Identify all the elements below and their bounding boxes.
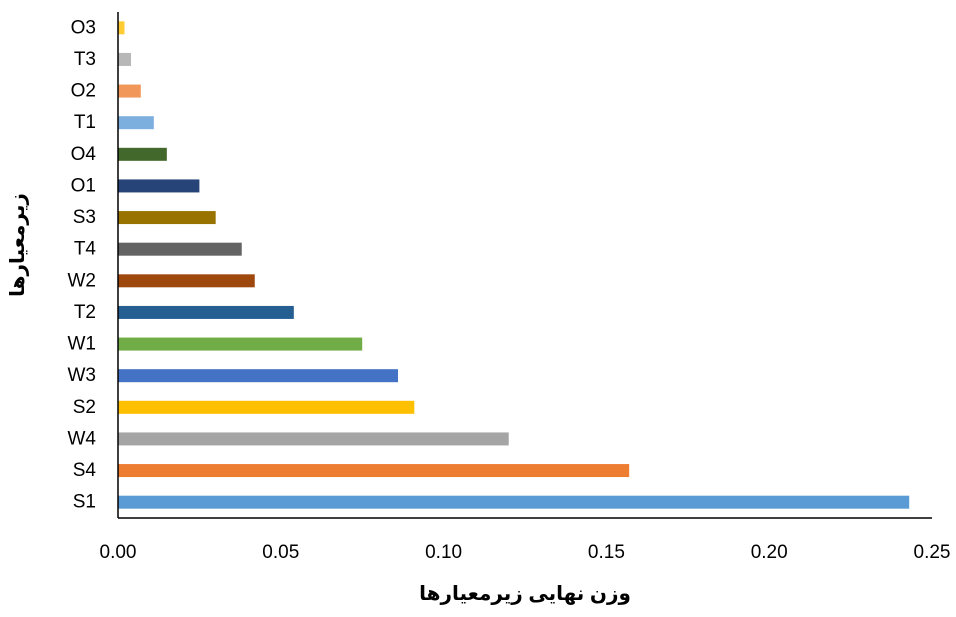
x-tick-label: 0.05: [262, 542, 299, 563]
bar-t1: [118, 116, 154, 130]
category-label-t3: T3: [74, 49, 96, 70]
bar-w1: [118, 337, 363, 351]
bar-s1: [118, 495, 910, 509]
category-label-w1: W1: [68, 334, 97, 355]
category-label-o1: O1: [71, 175, 96, 196]
x-tick-label: 0.00: [100, 542, 137, 563]
x-tick-label: 0.15: [588, 542, 625, 563]
bar-o2: [118, 84, 141, 98]
category-label-o4: O4: [71, 144, 97, 165]
category-label-o3: O3: [71, 17, 96, 38]
x-tick-labels: 0.00 0.05 0.10 0.15 0.20 0.25: [100, 542, 951, 563]
bar-s4: [118, 464, 630, 478]
category-labels: S1 S4 W4 S2 W3 W1 T2 W2 T4 S3 O1 O4 T1 O2 T3 O3: [68, 17, 97, 512]
bar-s2: [118, 400, 415, 414]
bar-o1: [118, 179, 200, 193]
bar-w4: [118, 432, 509, 446]
category-label-o2: O2: [71, 81, 96, 102]
category-label-w4: W4: [68, 428, 97, 449]
category-label-s2: S2: [73, 397, 96, 418]
x-tick-label: 0.10: [425, 542, 462, 563]
category-label-s3: S3: [73, 207, 96, 228]
category-label-t1: T1: [74, 112, 96, 133]
bar-o3: [118, 21, 125, 35]
category-label-t4: T4: [74, 239, 97, 260]
bar-t3: [118, 52, 132, 66]
x-tick-label: 0.25: [914, 542, 951, 563]
bars-layer: [118, 21, 910, 509]
bar-t4: [118, 242, 242, 256]
category-label-w2: W2: [68, 270, 97, 291]
bar-w2: [118, 274, 255, 288]
bar-o4: [118, 147, 167, 161]
category-label-s4: S4: [73, 460, 97, 481]
x-tick-label: 0.20: [751, 542, 788, 563]
category-label-w3: W3: [68, 365, 97, 386]
bar-t2: [118, 305, 294, 319]
bar-w3: [118, 369, 399, 383]
category-label-t2: T2: [74, 302, 96, 323]
y-axis-title: زیرمعیارها: [7, 193, 29, 297]
x-axis-title: وزن نهایی زیرمعیارها: [419, 583, 631, 605]
category-label-s1: S1: [73, 492, 96, 513]
bar-s3: [118, 211, 216, 225]
